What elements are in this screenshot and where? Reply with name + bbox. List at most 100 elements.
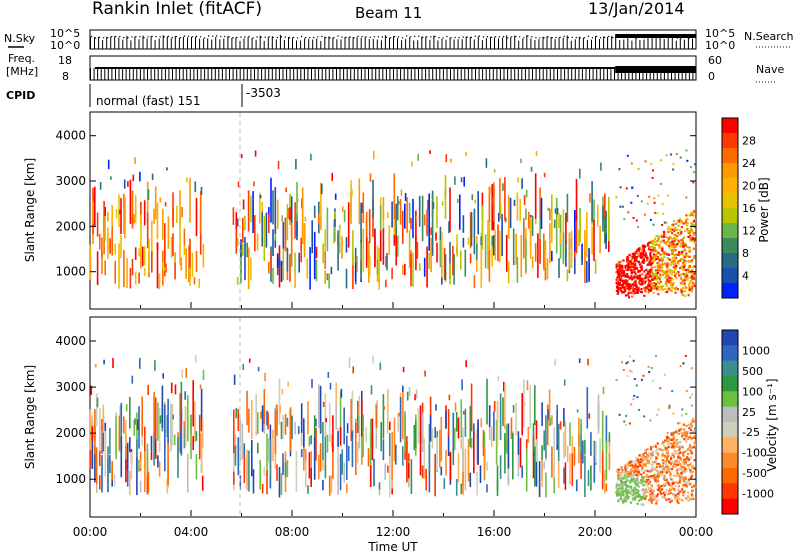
data-point <box>665 479 668 482</box>
data-point <box>691 393 694 396</box>
data-point <box>689 166 692 169</box>
data-point <box>674 234 677 237</box>
data-point <box>123 179 126 189</box>
data-point <box>666 450 670 453</box>
data-point <box>634 482 637 486</box>
data-point <box>670 227 673 230</box>
data-point <box>661 288 664 291</box>
data-point <box>639 256 643 259</box>
data-point <box>627 275 630 278</box>
data-point <box>671 438 674 441</box>
data-point <box>624 281 627 284</box>
colorbar-tick-label: 1000 <box>742 344 770 357</box>
nsky-bar <box>421 36 423 49</box>
data-point <box>633 471 636 474</box>
data-point <box>628 277 631 280</box>
data-point <box>627 263 630 266</box>
data-point <box>628 479 631 482</box>
freq-bar <box>639 68 640 80</box>
data-point <box>661 246 664 249</box>
data-point <box>646 459 649 462</box>
data-point <box>692 446 695 449</box>
data-point <box>661 285 664 288</box>
data-point <box>652 489 655 492</box>
data-point <box>647 289 651 292</box>
data-point <box>688 260 691 263</box>
freq-bar <box>510 68 512 80</box>
colorbar-swatch <box>722 468 738 484</box>
data-point <box>662 239 665 242</box>
data-point <box>652 169 654 172</box>
data-point <box>674 291 677 294</box>
freq-bar <box>229 68 230 80</box>
data-point <box>665 241 668 244</box>
data-point <box>682 461 685 464</box>
data-point <box>687 467 690 470</box>
data-point <box>664 291 667 294</box>
data-point <box>657 258 660 261</box>
freq-bar <box>674 68 676 80</box>
data-point <box>634 272 637 275</box>
freq-bar <box>642 68 644 80</box>
data-point <box>672 446 675 449</box>
nsky-bar <box>372 38 374 49</box>
freq-bar <box>250 68 252 80</box>
data-point <box>651 177 654 179</box>
data-point <box>656 447 659 451</box>
data-point <box>649 289 652 292</box>
nsky-bar <box>271 36 273 49</box>
data-point <box>652 255 655 258</box>
data-point <box>691 419 694 422</box>
colorbar-tick-label: -100 <box>742 447 767 460</box>
nsearch-dot <box>571 36 573 38</box>
data-point <box>680 257 683 261</box>
data-point <box>644 458 647 461</box>
data-point <box>687 499 690 502</box>
data-point <box>670 478 673 481</box>
nsky-bar <box>292 37 293 49</box>
data-point <box>619 205 622 208</box>
data-point <box>174 384 177 395</box>
data-point <box>663 477 666 480</box>
data-point <box>666 278 669 281</box>
data-point <box>686 255 689 258</box>
data-point <box>625 274 628 277</box>
data-point <box>630 485 633 488</box>
data-point <box>660 287 663 290</box>
data-point <box>670 244 673 247</box>
data-point <box>623 495 626 498</box>
data-point <box>681 280 684 283</box>
data-point <box>248 358 251 363</box>
data-point <box>662 251 665 254</box>
data-point <box>649 486 652 489</box>
nsearch-dot <box>494 36 497 38</box>
data-point <box>320 423 323 432</box>
data-point <box>689 234 692 237</box>
data-point <box>679 365 682 368</box>
data-point <box>638 280 641 283</box>
data-point <box>677 271 680 274</box>
data-point <box>682 494 685 497</box>
data-point <box>685 245 689 249</box>
colorbar-tick-label: -500 <box>742 467 767 480</box>
nsky-bar <box>300 40 302 49</box>
data-point <box>683 282 686 285</box>
data-point <box>686 218 689 221</box>
nsearch-dot <box>131 36 133 38</box>
data-point <box>457 198 459 204</box>
data-point <box>630 460 633 463</box>
data-point <box>681 253 684 256</box>
freq-bar <box>221 68 223 80</box>
nsearch-dot <box>195 35 198 38</box>
nsearch-dot <box>300 35 303 38</box>
data-point <box>634 264 637 267</box>
data-point <box>637 472 640 475</box>
freq-bar <box>143 68 145 80</box>
data-point <box>626 260 629 263</box>
data-point <box>630 291 633 294</box>
freq-bar <box>589 68 591 80</box>
nsearch-dot <box>264 36 266 38</box>
data-point <box>657 194 660 197</box>
data-point <box>675 153 678 155</box>
freq-bar <box>343 68 345 80</box>
